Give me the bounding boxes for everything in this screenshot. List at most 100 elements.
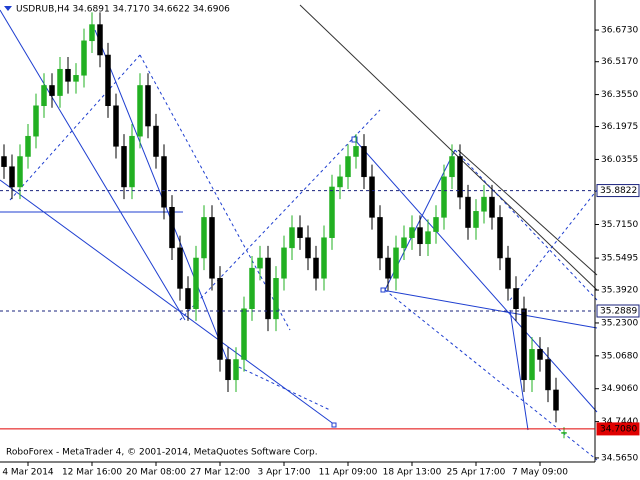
- candle-body: [417, 227, 423, 245]
- candle-body: [137, 85, 143, 137]
- symbol-icon: [4, 6, 12, 11]
- candle-body: [529, 349, 535, 381]
- y-tick-label: 35.0680: [601, 351, 638, 361]
- candle-body: [193, 257, 199, 309]
- candle-body: [97, 24, 103, 56]
- candle-body: [185, 288, 191, 309]
- candle-body: [425, 231, 431, 245]
- candle-body: [513, 288, 519, 309]
- x-tick-label: 3 Apr 17:00: [258, 468, 311, 478]
- candle-body: [177, 247, 183, 289]
- candle-body: [489, 196, 495, 218]
- candle-body: [233, 359, 239, 381]
- y-tick-label: 35.3920: [601, 286, 638, 296]
- candle-body: [433, 217, 439, 232]
- y-tick-label: 34.5650: [601, 453, 638, 463]
- candle-body: [329, 186, 335, 238]
- level-label-box: [596, 304, 640, 318]
- candle-body: [297, 227, 303, 238]
- candle-body: [241, 308, 247, 360]
- footer: RoboForex - MetaTrader 4, © 2001-2014, M…: [6, 448, 318, 458]
- y-tick-label: 36.1975: [601, 122, 638, 132]
- candle-body: [25, 135, 31, 157]
- candle-body: [265, 257, 271, 320]
- x-tick-label: 12 Mar 16:00: [62, 468, 122, 478]
- x-tick-label: 25 Apr 17:00: [447, 468, 506, 478]
- candle-body: [345, 156, 351, 178]
- candle-body: [361, 146, 367, 178]
- y-tick-label: 36.3550: [601, 90, 638, 100]
- candle-body: [377, 217, 383, 259]
- candle-body: [369, 176, 375, 218]
- candle-body: [217, 278, 223, 360]
- candle-body: [385, 257, 391, 279]
- candle-body: [257, 257, 263, 269]
- candle-body: [281, 247, 287, 279]
- candle-body: [353, 146, 359, 157]
- candle-body: [105, 54, 111, 107]
- level-label: 35.2889: [600, 306, 637, 316]
- candle-body: [33, 105, 39, 137]
- x-tick-label: 7 May 09:00: [512, 468, 568, 478]
- candle-body: [273, 278, 279, 320]
- level-label-box: [596, 184, 640, 198]
- candle-body: [553, 389, 559, 411]
- candle-body: [321, 237, 327, 279]
- candle-body: [129, 135, 135, 188]
- x-tick-label: 11 Apr 09:00: [319, 468, 378, 478]
- candle-body: [1, 156, 7, 167]
- candle-body: [337, 176, 343, 188]
- level-label-box: [596, 422, 640, 436]
- candle-body: [73, 75, 79, 82]
- candle-body: [473, 211, 479, 228]
- candle-body: [497, 217, 503, 259]
- candle-body: [89, 24, 95, 42]
- x-tick-label: 27 Mar 12:00: [190, 468, 250, 478]
- chart-title: USDRUB,H4 34.6891 34.7170 34.6622 34.690…: [16, 5, 230, 15]
- y-tick-label: 36.6730: [601, 26, 638, 36]
- candle-body: [9, 166, 15, 188]
- candle-body: [249, 267, 255, 309]
- candle-body: [57, 68, 63, 96]
- y-tick-label: 35.5495: [601, 254, 638, 264]
- candle-body: [313, 257, 319, 279]
- candle-body: [561, 432, 567, 434]
- y-tick-label: 34.9060: [601, 384, 638, 394]
- x-tick-label: 4 Mar 2014: [2, 468, 54, 478]
- candle-body: [65, 68, 71, 82]
- candle-body: [145, 85, 151, 127]
- candle-body: [409, 227, 415, 238]
- candle-body: [537, 349, 543, 360]
- candle-body: [121, 146, 127, 188]
- y-tick-label: 36.0355: [601, 155, 638, 165]
- candle-body: [289, 227, 295, 249]
- candle-body: [169, 207, 175, 249]
- level-label: 34.7080: [600, 424, 637, 434]
- x-tick-label: 18 Apr 13:00: [383, 468, 442, 478]
- candle-body: [457, 156, 463, 198]
- candle-body: [161, 156, 167, 208]
- candle-body: [481, 196, 487, 212]
- candle-body: [113, 105, 119, 147]
- candle-body: [81, 40, 87, 76]
- y-tick-label: 35.2300: [601, 318, 638, 328]
- candle-body: [225, 359, 231, 381]
- candle-body: [49, 85, 55, 96]
- analysis-drawings: [0, 4, 598, 461]
- candle-body: [305, 237, 311, 259]
- candle-body: [393, 247, 399, 279]
- candle-body: [545, 359, 551, 391]
- candle-body: [17, 156, 23, 188]
- candle-body: [521, 308, 527, 381]
- y-tick-label: 35.7150: [601, 220, 638, 230]
- candle-body: [201, 217, 207, 259]
- y-tick-label: 34.7440: [601, 417, 638, 427]
- candle-body: [465, 196, 471, 228]
- candle-body: [449, 156, 455, 178]
- level-label: 35.8822: [600, 186, 637, 196]
- candle-body: [209, 217, 215, 279]
- candle-body: [153, 125, 159, 157]
- y-tick-label: 36.5170: [601, 57, 638, 67]
